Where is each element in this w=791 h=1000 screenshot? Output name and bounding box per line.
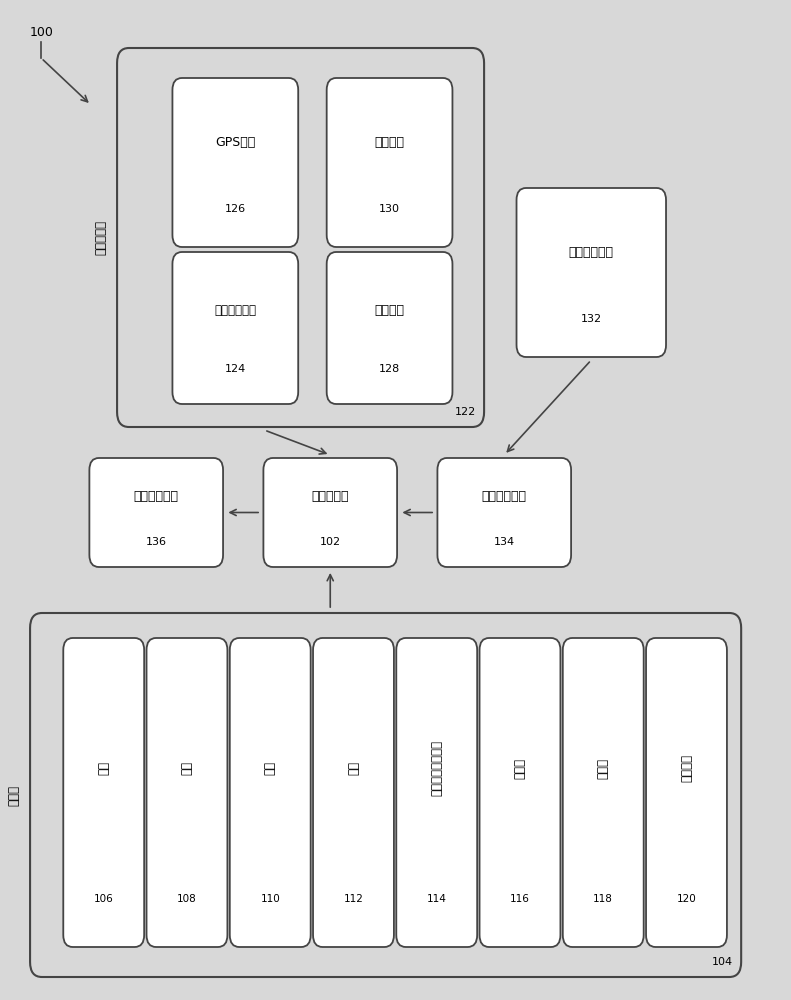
Text: 124: 124 (225, 364, 246, 374)
Text: 108: 108 (177, 894, 197, 904)
FancyBboxPatch shape (30, 613, 741, 977)
FancyBboxPatch shape (117, 48, 484, 427)
FancyBboxPatch shape (229, 638, 311, 947)
Text: 112: 112 (343, 894, 363, 904)
Text: 飞机性能模型: 飞机性能模型 (482, 490, 527, 503)
FancyBboxPatch shape (172, 252, 298, 404)
FancyBboxPatch shape (327, 252, 452, 404)
FancyBboxPatch shape (313, 638, 394, 947)
Text: 居住区: 居住区 (513, 758, 527, 779)
Text: 交通运输基础设施: 交通运输基础设施 (430, 740, 443, 796)
FancyBboxPatch shape (479, 638, 560, 947)
Text: 气象: 气象 (263, 761, 277, 775)
FancyBboxPatch shape (396, 638, 477, 947)
Text: 性能学习系统: 性能学习系统 (569, 246, 614, 259)
FancyBboxPatch shape (172, 78, 298, 247)
FancyBboxPatch shape (562, 638, 644, 947)
Text: 数据库: 数据库 (8, 784, 21, 806)
Text: 132: 132 (581, 314, 602, 324)
Text: 实时数据源: 实时数据源 (95, 220, 108, 255)
Text: 100: 100 (29, 26, 53, 39)
Text: 110: 110 (260, 894, 280, 904)
Text: 128: 128 (379, 364, 400, 374)
Text: 102: 102 (320, 537, 341, 547)
Text: 地形: 地形 (97, 761, 110, 775)
Text: 公用设施: 公用设施 (680, 754, 693, 782)
FancyBboxPatch shape (63, 638, 144, 947)
Text: 114: 114 (427, 894, 447, 904)
Text: 116: 116 (510, 894, 530, 904)
Text: 空域: 空域 (180, 761, 194, 775)
FancyBboxPatch shape (437, 458, 571, 567)
Text: 定航线模块: 定航线模块 (312, 490, 349, 503)
Text: 其他数据: 其他数据 (375, 136, 404, 149)
FancyBboxPatch shape (327, 78, 452, 247)
FancyBboxPatch shape (263, 458, 397, 567)
Text: 飞行中显示器: 飞行中显示器 (134, 490, 179, 503)
Text: 104: 104 (712, 957, 733, 967)
Text: 136: 136 (146, 537, 167, 547)
FancyBboxPatch shape (517, 188, 666, 357)
FancyBboxPatch shape (146, 638, 228, 947)
Text: GPS数据: GPS数据 (215, 136, 255, 149)
Text: 106: 106 (94, 894, 114, 904)
FancyBboxPatch shape (89, 458, 223, 567)
Text: 126: 126 (225, 204, 246, 214)
Text: 120: 120 (676, 894, 696, 904)
FancyBboxPatch shape (646, 638, 727, 947)
Text: 实时气象数据: 实时气象数据 (214, 304, 256, 317)
Text: 122: 122 (455, 407, 476, 417)
Text: 本机数据: 本机数据 (375, 304, 404, 317)
Text: 植被: 植被 (347, 761, 360, 775)
Text: 130: 130 (379, 204, 400, 214)
Text: 障碍物: 障碍物 (596, 758, 610, 779)
Text: 134: 134 (494, 537, 515, 547)
Text: 118: 118 (593, 894, 613, 904)
